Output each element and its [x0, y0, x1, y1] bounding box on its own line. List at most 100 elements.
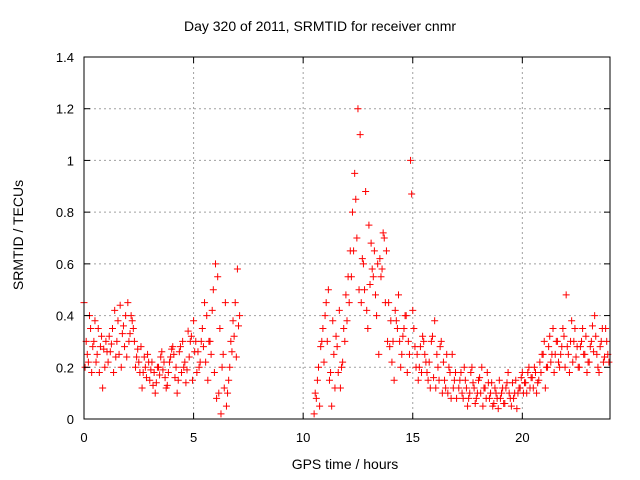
data-point — [410, 325, 418, 332]
data-point — [382, 247, 390, 255]
data-point — [366, 281, 374, 289]
data-point — [230, 332, 238, 340]
y-tick-label: 0.8 — [56, 205, 74, 220]
data-point — [153, 363, 161, 371]
data-point — [178, 368, 186, 376]
y-tick-label: 0.2 — [56, 360, 74, 375]
data-point — [335, 306, 343, 314]
data-point — [110, 368, 118, 376]
data-point — [434, 363, 442, 371]
data-point — [425, 358, 433, 366]
data-point — [318, 337, 326, 345]
data-point — [392, 317, 400, 325]
data-point — [101, 363, 109, 371]
data-point — [362, 187, 370, 195]
data-point — [352, 195, 360, 203]
data-point — [381, 299, 389, 307]
data-point — [182, 379, 190, 387]
data-point — [391, 306, 399, 314]
data-point — [530, 363, 538, 371]
data-point — [548, 350, 556, 358]
data-point — [133, 353, 141, 361]
data-point — [220, 384, 228, 392]
data-point — [236, 312, 244, 320]
data-point — [515, 384, 523, 392]
data-point — [377, 273, 385, 281]
data-point — [478, 363, 486, 371]
data-point — [104, 358, 112, 366]
data-point — [494, 405, 502, 413]
data-point — [419, 332, 427, 340]
data-point — [225, 376, 233, 384]
data-point — [121, 343, 129, 351]
data-point — [157, 353, 165, 361]
data-point — [540, 337, 548, 345]
data-point — [128, 317, 136, 325]
data-point — [403, 368, 411, 376]
data-point — [560, 332, 568, 340]
data-point — [564, 350, 572, 358]
data-point — [96, 343, 104, 351]
data-point — [533, 389, 541, 397]
data-point — [346, 247, 354, 255]
data-point — [88, 368, 96, 376]
data-point — [313, 376, 321, 384]
data-point — [588, 322, 596, 330]
data-point — [190, 317, 198, 325]
data-point — [156, 371, 164, 379]
data-point — [484, 379, 492, 387]
data-point — [409, 306, 417, 314]
data-point — [83, 350, 91, 358]
data-point — [160, 358, 168, 366]
data-point — [511, 389, 519, 397]
data-point — [87, 325, 95, 332]
data-point — [471, 399, 479, 407]
data-point — [513, 405, 521, 413]
data-point — [233, 265, 241, 273]
data-point — [445, 363, 453, 371]
data-point — [473, 389, 481, 397]
data-point — [320, 358, 328, 366]
data-point — [547, 358, 555, 366]
data-point — [439, 358, 447, 366]
data-point — [483, 368, 491, 376]
data-point — [208, 306, 216, 314]
data-point — [467, 368, 475, 376]
data-point — [90, 337, 98, 345]
data-point — [603, 337, 611, 345]
data-point — [339, 358, 347, 366]
data-point — [334, 368, 342, 376]
data-point — [226, 363, 234, 371]
data-point — [592, 332, 600, 340]
data-point — [557, 350, 565, 358]
data-point — [231, 299, 239, 307]
data-point — [587, 337, 595, 345]
data-point — [565, 368, 573, 376]
data-point — [468, 363, 476, 371]
data-point — [586, 343, 594, 351]
data-point — [341, 337, 349, 345]
data-point — [322, 299, 330, 307]
data-point — [227, 337, 235, 345]
y-tick-label: 0.6 — [56, 257, 74, 272]
data-point — [371, 291, 379, 299]
data-point — [479, 402, 487, 410]
data-point — [544, 363, 552, 371]
data-point — [476, 374, 484, 382]
data-point — [207, 350, 215, 358]
data-point — [201, 299, 209, 307]
data-point — [374, 260, 382, 268]
data-point — [331, 384, 339, 392]
data-point — [215, 389, 223, 397]
data-point — [378, 265, 386, 273]
data-point — [581, 350, 589, 358]
data-point — [176, 343, 184, 351]
data-point — [369, 273, 377, 281]
data-point — [235, 322, 243, 330]
data-point — [489, 402, 497, 410]
data-point — [344, 273, 352, 281]
data-point — [493, 394, 501, 402]
data-point — [462, 384, 470, 392]
data-point — [193, 368, 201, 376]
data-point — [363, 306, 371, 314]
